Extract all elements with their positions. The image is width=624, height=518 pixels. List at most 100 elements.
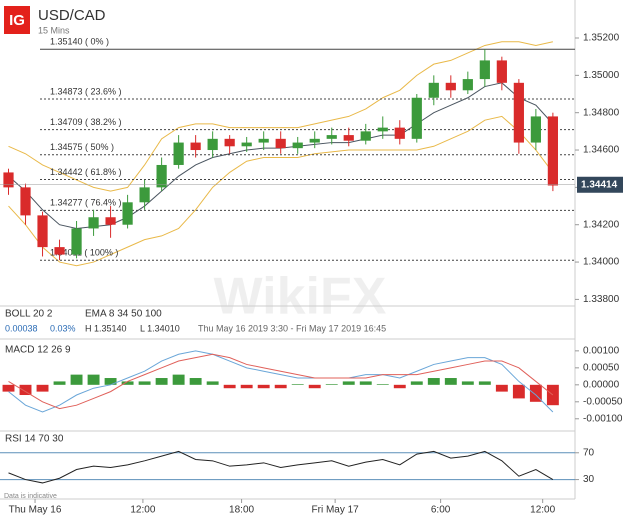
info-percent: 0.03% [50, 323, 76, 333]
y-tick-label: 0.00100 [583, 345, 620, 356]
series-line [8, 353, 554, 410]
candle-body [122, 202, 133, 225]
price-tag-label: 1.34414 [581, 179, 618, 190]
histogram-bar [495, 384, 508, 392]
candle-body [105, 217, 116, 225]
candle-body [190, 142, 201, 151]
series-line [8, 41, 553, 192]
histogram-bar [427, 378, 440, 385]
histogram-bar [376, 384, 389, 385]
panel-title: MACD 12 26 9 [5, 345, 71, 356]
histogram-bar [308, 384, 321, 389]
histogram-bar [121, 381, 134, 385]
y-tick-label: 1.34200 [583, 219, 620, 230]
panel-title: RSI 14 70 30 [5, 434, 64, 445]
y-tick-label: -0.00050 [583, 396, 623, 407]
candle-body [496, 60, 507, 83]
indicator-label: EMA 8 34 50 100 [85, 309, 162, 320]
y-tick-label: 1.35200 [583, 33, 620, 44]
candle-body [54, 247, 65, 255]
candle-body [20, 187, 31, 216]
candle-body [258, 138, 269, 143]
histogram-bar [155, 378, 168, 385]
y-tick-label: 1.34800 [583, 107, 620, 118]
candle-body [292, 142, 303, 149]
candle-body [173, 142, 184, 165]
candle-body [224, 138, 235, 147]
candle-body [88, 217, 99, 229]
candle-body [479, 60, 490, 80]
histogram-bar [70, 374, 83, 385]
x-tick-label: 12:00 [130, 505, 155, 516]
candle-body [156, 164, 167, 188]
fib-label: 1.34442 ( 61.8% ) [50, 167, 122, 177]
histogram-bar [87, 374, 100, 385]
candle-body [462, 79, 473, 91]
histogram-bar [512, 384, 525, 399]
histogram-bar [138, 381, 151, 385]
info-change: 0.00038 [5, 323, 38, 333]
candle-body [3, 172, 14, 188]
y-tick-label: 0.00050 [583, 362, 620, 373]
y-tick-label: -0.00100 [583, 413, 623, 424]
candle-body [309, 138, 320, 143]
y-tick-label: 1.33800 [583, 294, 620, 305]
histogram-bar [53, 381, 66, 385]
candle-body [513, 82, 524, 143]
candle-body [428, 82, 439, 98]
indicator-label: BOLL 20 2 [5, 309, 53, 320]
histogram-bar [223, 384, 236, 389]
note: Data is indicative [4, 493, 57, 500]
candle-body [207, 138, 218, 151]
fib-label: 1.34277 ( 76.4% ) [50, 198, 122, 208]
y-tick-label: 1.34600 [583, 145, 620, 156]
candle-body [241, 142, 252, 147]
candle-body [275, 138, 286, 149]
y-tick-label: 1.34000 [583, 257, 620, 268]
chart-subtitle: 15 Mins [38, 25, 70, 35]
fib-label: 1.34873 ( 23.6% ) [50, 86, 122, 96]
histogram-bar [274, 384, 287, 389]
candle-body [360, 131, 371, 141]
candle-body [547, 116, 558, 186]
candle-body [411, 97, 422, 139]
chart-title: USD/CAD [38, 7, 106, 24]
y-tick-label: 1.35000 [583, 70, 620, 81]
x-tick-label: 12:00 [530, 505, 555, 516]
x-tick-label: 6:00 [431, 505, 451, 516]
histogram-bar [529, 384, 542, 402]
candle-body [530, 116, 541, 143]
histogram-bar [36, 384, 49, 392]
fib-label: 1.34709 ( 38.2% ) [50, 117, 122, 127]
price-tag [577, 176, 623, 193]
candle-body [445, 82, 456, 91]
fib-label: 1.34575 ( 50% ) [50, 142, 114, 152]
candle-body [326, 135, 337, 139]
watermark: WikiFX [214, 268, 387, 326]
histogram-bar [206, 381, 219, 385]
histogram-bar [393, 384, 406, 389]
histogram-bar [104, 378, 117, 385]
logo-box [4, 6, 30, 34]
histogram-bar [478, 381, 491, 385]
candle-body [37, 215, 48, 248]
candle-body [71, 228, 82, 255]
fib-label: 1.35140 ( 0% ) [50, 37, 109, 47]
series-line [8, 350, 554, 413]
candle-body [394, 127, 405, 139]
y-tick-label: 30 [583, 474, 595, 485]
y-tick-label: 0.00000 [583, 379, 620, 390]
x-tick-label: 18:00 [229, 505, 254, 516]
info-high: H 1.35140 [85, 323, 127, 333]
histogram-bar [359, 381, 372, 385]
x-tick-label: Thu May 16 [9, 505, 62, 516]
histogram-bar [257, 384, 270, 389]
histogram-bar [444, 378, 457, 385]
histogram-bar [325, 384, 338, 385]
candle-body [377, 127, 388, 132]
y-tick-label: 70 [583, 447, 595, 458]
logo: IG [9, 12, 25, 29]
histogram-bar [172, 374, 185, 385]
